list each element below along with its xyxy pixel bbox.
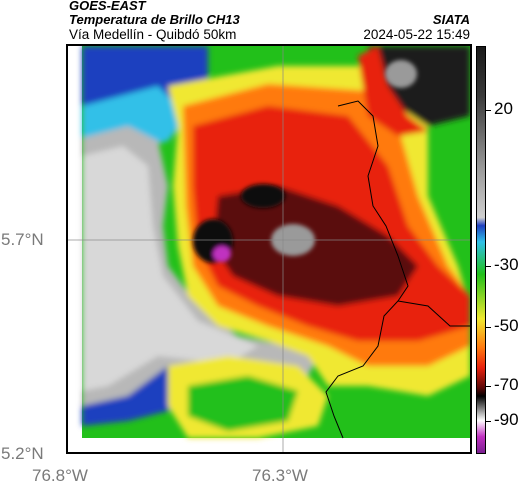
colorbar-tick <box>486 386 491 387</box>
gray-clear-inner <box>82 146 258 391</box>
colorbar-label: 20 <box>494 99 513 118</box>
lon-label-2: 76.3°W <box>252 466 308 485</box>
organization-label: SIATA <box>432 12 470 27</box>
cold-top-gray-2 <box>385 60 417 88</box>
route-subtitle: Vía Medellín - Quibdó 50km <box>69 27 237 42</box>
red-top-right <box>358 46 428 136</box>
cold-top-black-2 <box>241 184 285 208</box>
cold-top-magenta <box>213 246 231 262</box>
dark-red-core <box>213 186 418 306</box>
lon-label-1: 76.8°W <box>32 466 88 485</box>
product-title: Temperatura de Brillo CH13 <box>69 12 240 27</box>
colorbar-tick <box>486 327 491 328</box>
green-south <box>188 376 298 431</box>
colorbar-label: -90 <box>494 410 519 429</box>
river-line <box>397 300 470 327</box>
colorbar-label: -70 <box>494 375 519 394</box>
boundary-line <box>325 100 409 439</box>
temperature-field <box>68 46 470 452</box>
colorbar-label: -50 <box>494 316 519 335</box>
colorbar-label: -30 <box>494 255 519 274</box>
colorbar-tick <box>486 110 491 111</box>
satellite-map[interactable] <box>66 44 472 454</box>
colorbar-tick <box>486 266 491 267</box>
lat-label-2: 5.2°N <box>1 444 44 463</box>
colorbar-tick <box>486 421 491 422</box>
satellite-title: GOES-EAST <box>69 0 146 13</box>
lat-label-1: 5.7°N <box>1 230 44 249</box>
datetime-label: 2024-05-22 15:49 <box>363 27 470 42</box>
colorbar <box>476 46 486 454</box>
